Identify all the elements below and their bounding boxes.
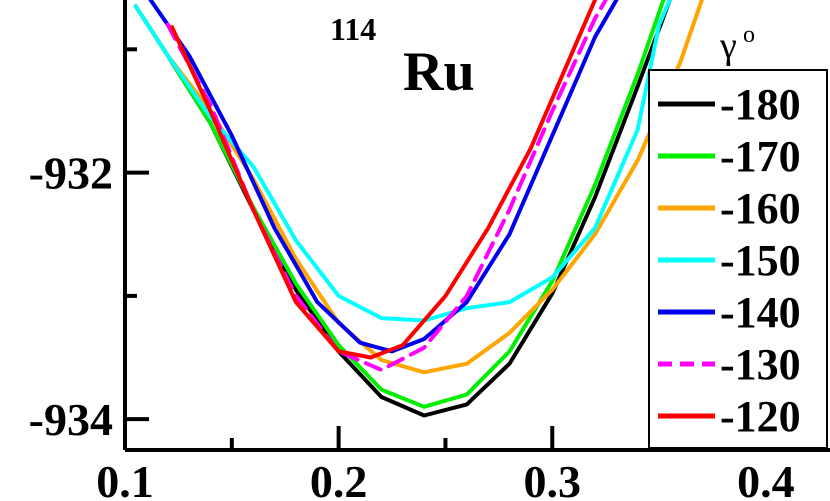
x-tick-label: 0.2 — [310, 456, 368, 501]
legend-label: -160 — [720, 184, 801, 233]
x-tick-label: 0.3 — [524, 456, 582, 501]
legend-label: -130 — [720, 340, 801, 389]
legend-label: -150 — [720, 236, 801, 285]
legend-label: -140 — [720, 288, 801, 337]
chart-title-superscript: 114 — [330, 11, 376, 47]
legend-title-superscript: o — [743, 22, 755, 48]
series-line-minus-140 — [148, 0, 619, 354]
x-tick-label: 0.1 — [96, 456, 154, 501]
legend-layer: -180-170-160-150-140-130-120 — [658, 80, 801, 441]
series-line-minus-120 — [170, 0, 597, 360]
legend-label: -170 — [720, 132, 801, 181]
x-tick-label: 0.4 — [737, 456, 795, 501]
legend-label: -120 — [720, 392, 801, 441]
y-tick-label: -934 — [29, 394, 113, 445]
y-tick-label: -932 — [29, 148, 113, 199]
series-layer — [133, 0, 704, 418]
chart-title: Ru — [403, 41, 475, 103]
legend-label: -180 — [720, 80, 801, 129]
series-line-minus-170 — [133, 0, 666, 409]
ticks-layer: 0.1 0.2 0.3 0.4 -932 -934 — [29, 47, 795, 501]
legend-title: γ — [719, 25, 737, 67]
